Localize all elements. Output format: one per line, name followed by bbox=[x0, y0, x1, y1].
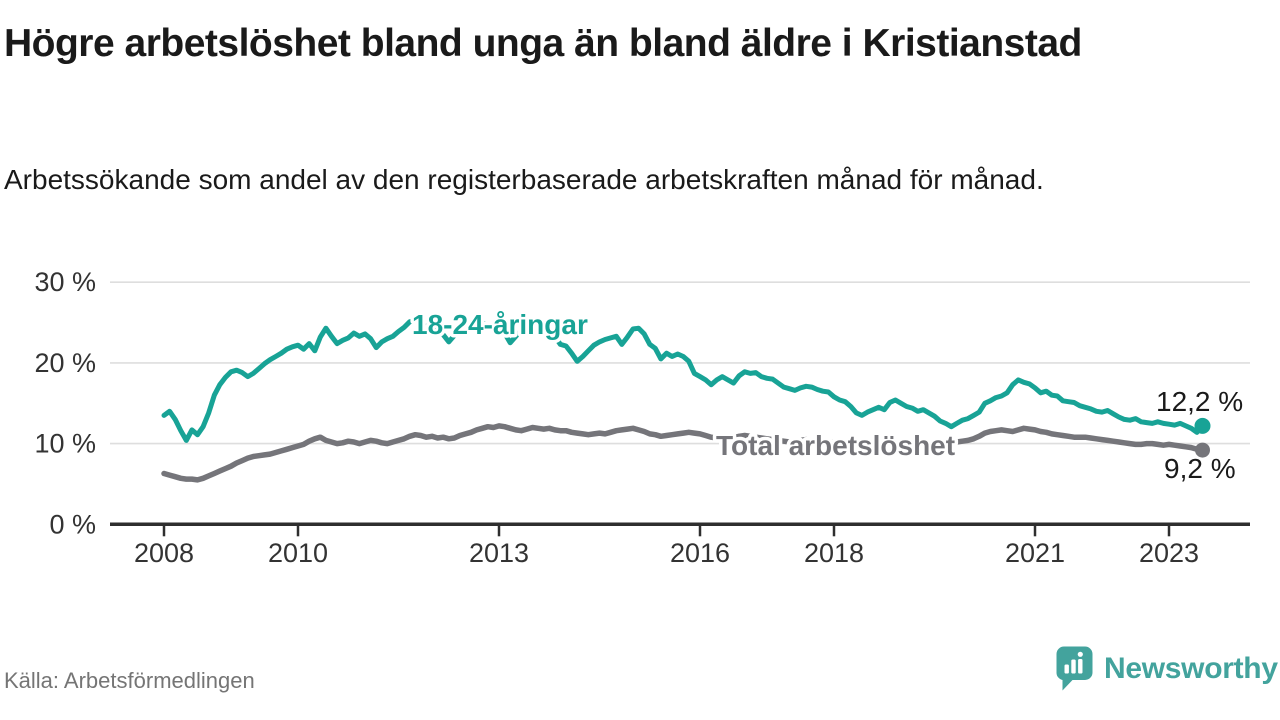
end-value-label-youth: 12,2 % bbox=[1156, 386, 1243, 417]
series-line-total bbox=[161, 423, 1206, 483]
source-note: Källa: Arbetsförmedlingen bbox=[4, 668, 255, 693]
newsworthy-logo-icon bbox=[1056, 646, 1093, 691]
x-tick-label: 2018 bbox=[804, 538, 864, 568]
end-dot-total bbox=[1195, 442, 1210, 458]
x-tick-label: 2008 bbox=[134, 538, 194, 568]
brand-wordmark: Newsworthy bbox=[1104, 651, 1278, 685]
page-title: Högre arbetslöshet bland unga än bland ä… bbox=[4, 22, 1082, 65]
y-tick-label: 0 % bbox=[49, 509, 96, 539]
y-tick-label: 10 % bbox=[34, 429, 96, 459]
x-tick-label: 2021 bbox=[1005, 538, 1065, 568]
x-tick-label: 2023 bbox=[1139, 538, 1199, 568]
end-dot-youth bbox=[1194, 417, 1211, 434]
x-tick-label: 2016 bbox=[670, 538, 730, 568]
x-tick-label: 2010 bbox=[268, 538, 328, 568]
y-tick-label: 20 % bbox=[34, 348, 96, 378]
series-label-youth: 18-24-åringar bbox=[412, 309, 588, 340]
series-label-total: Total arbetslöshet bbox=[716, 430, 955, 461]
brand-logo: Newsworthy bbox=[1056, 646, 1278, 691]
chart-subtitle: Arbetssökande som andel av den registerb… bbox=[4, 164, 1044, 195]
end-value-label-total: 9,2 % bbox=[1164, 453, 1236, 484]
series-line-youth bbox=[161, 315, 1205, 443]
y-tick-label: 30 % bbox=[34, 267, 96, 297]
x-tick-label: 2013 bbox=[469, 538, 529, 568]
